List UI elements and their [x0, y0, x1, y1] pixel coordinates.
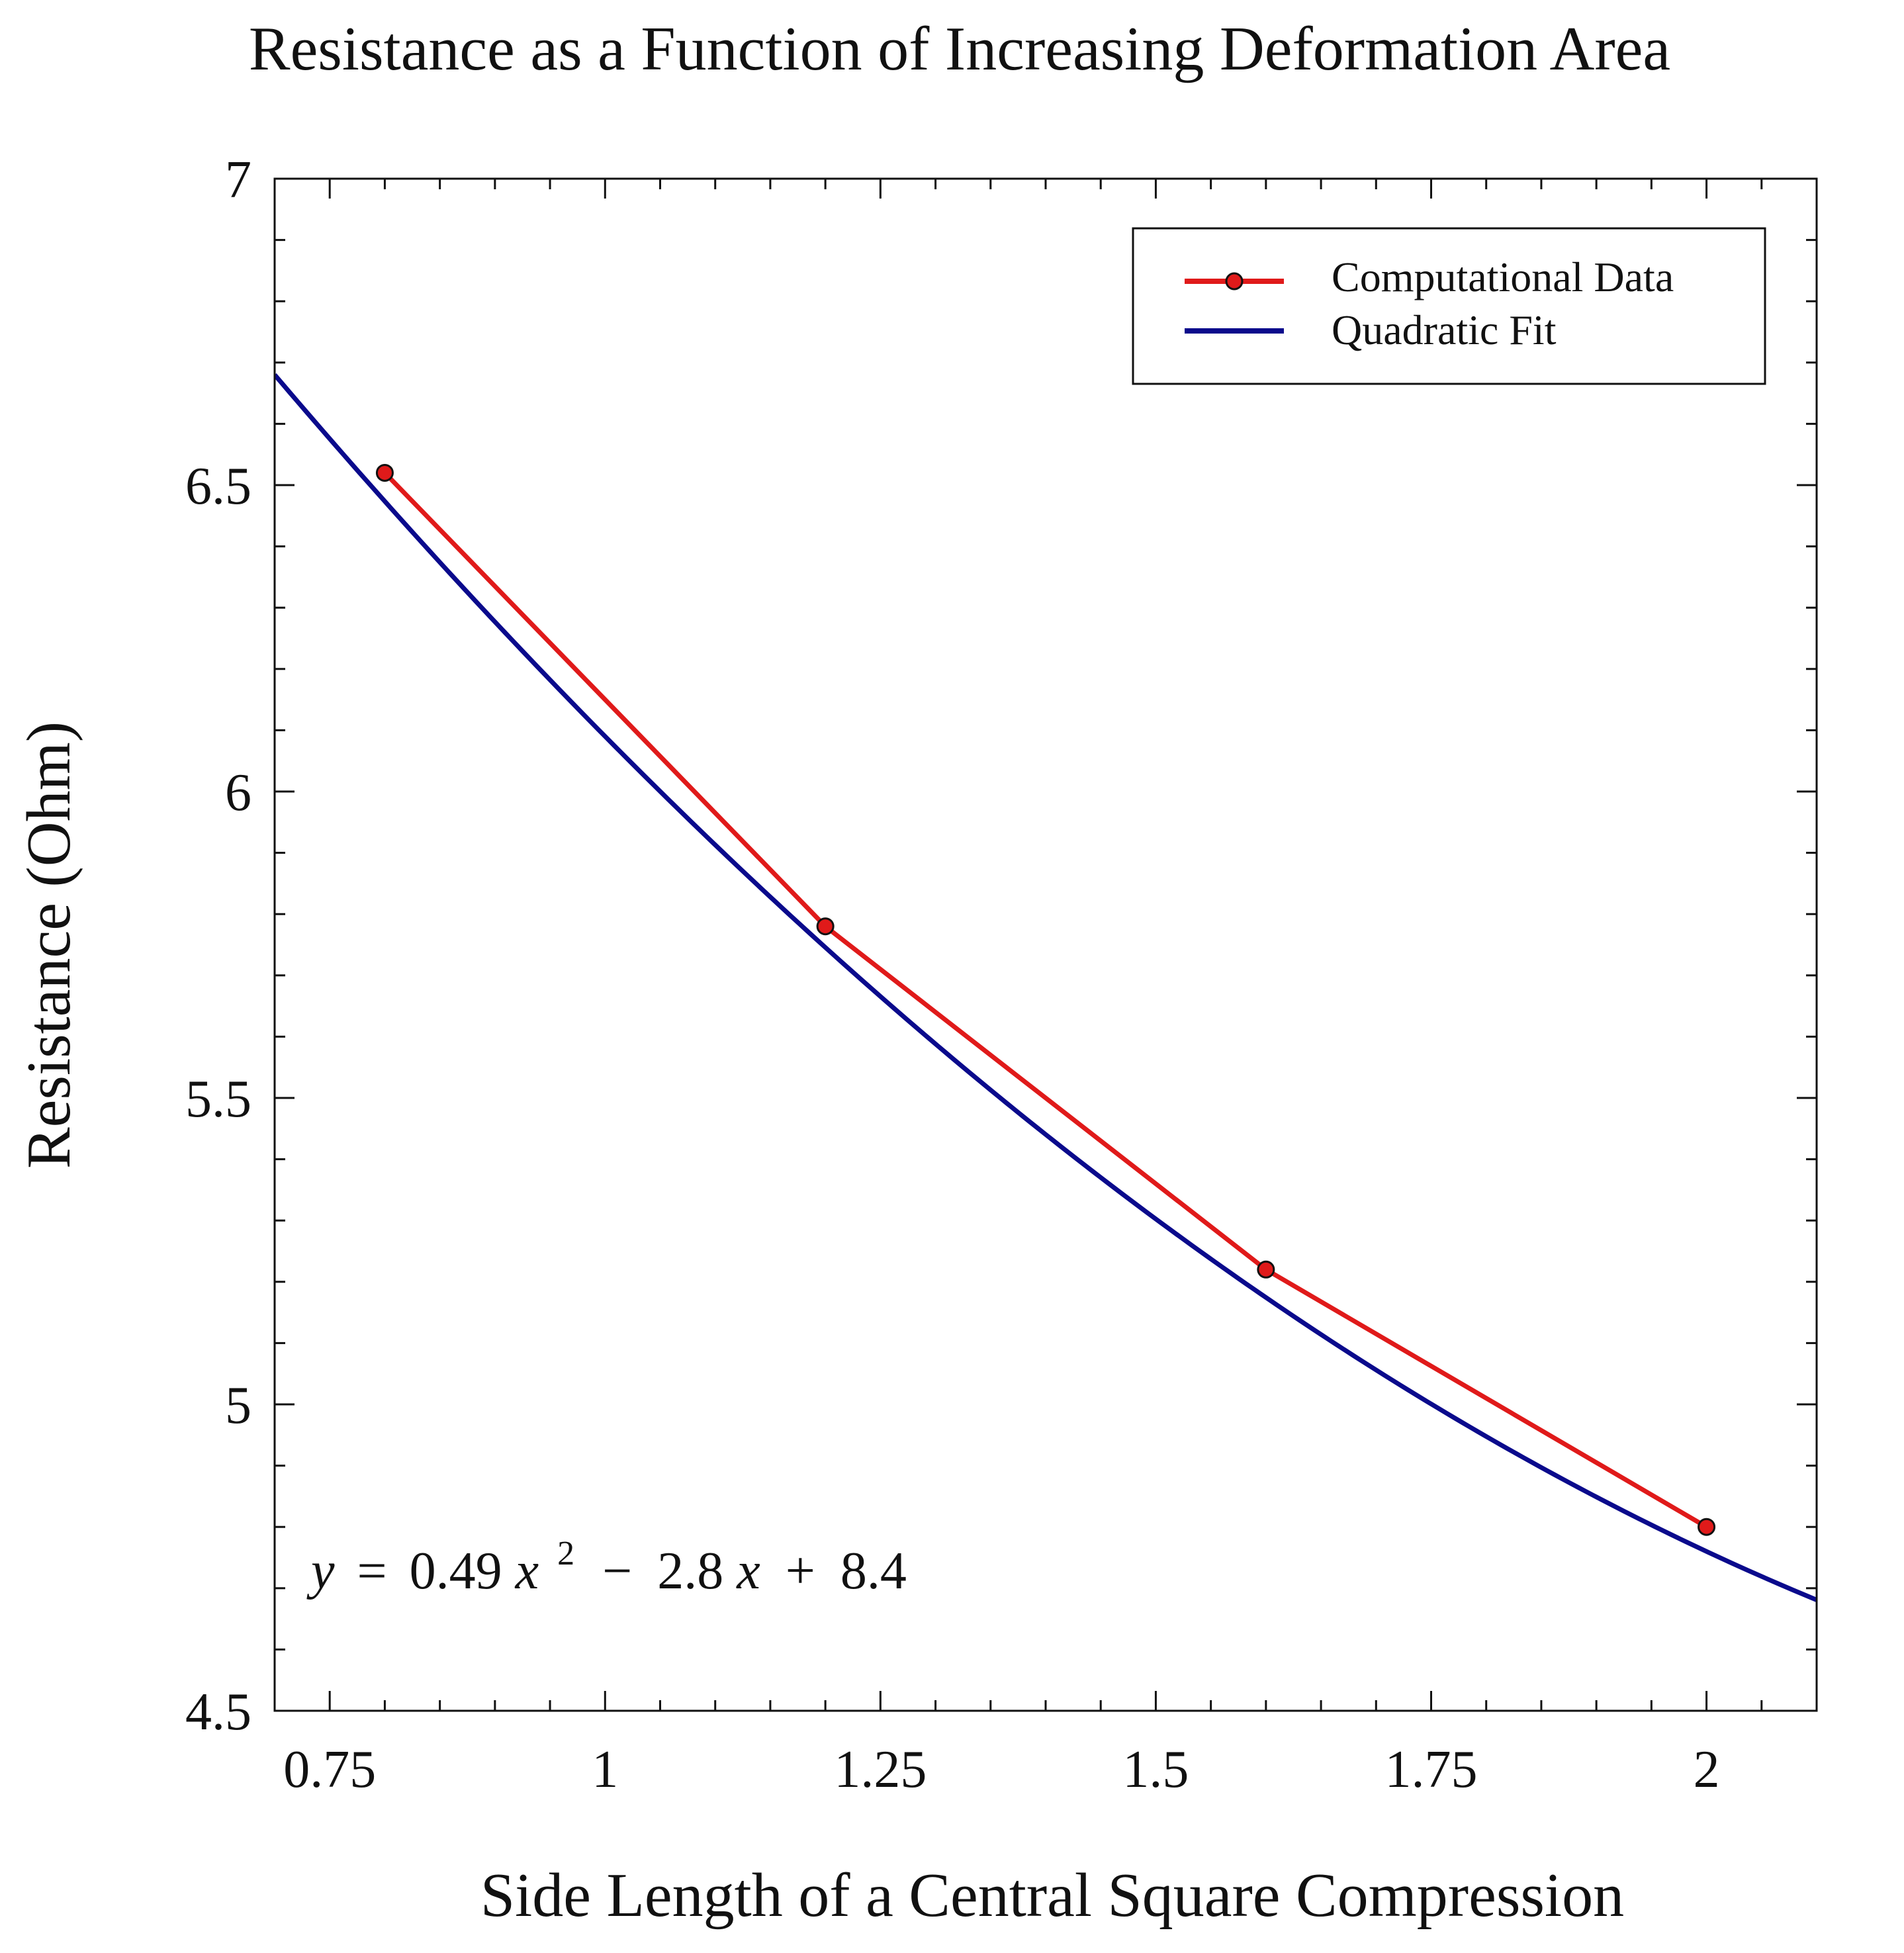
computational-data-point	[375, 463, 394, 482]
plot-area	[275, 179, 1817, 1711]
series-layer	[275, 373, 1817, 1602]
x-tick-label: 0.75	[283, 1741, 376, 1799]
y-tick-label: 4.5	[185, 1683, 251, 1741]
x-axis-label: Side Length of a Central Square Compress…	[480, 1861, 1624, 1930]
x-tick-label: 1	[592, 1741, 618, 1799]
fit-equation: y = 0.49 x 2 − 2.8 x + 8.4	[306, 1518, 907, 1600]
computational-data-point	[1698, 1518, 1716, 1536]
y-axis-label: Resistance (Ohm)	[15, 721, 83, 1169]
y-tick-label: 6.5	[185, 457, 251, 516]
minor-ticks	[273, 179, 1818, 1711]
eq-b: 2.8	[657, 1542, 723, 1600]
computational-data-point	[816, 917, 835, 936]
eq-c: 8.4	[840, 1542, 907, 1600]
plot-frame	[273, 177, 1818, 1712]
eq-a: 0.49	[410, 1542, 502, 1600]
eq-x2: x	[736, 1542, 760, 1600]
eq-equals: =	[357, 1542, 387, 1600]
eq-sup: 2	[557, 1535, 574, 1572]
marker-layer	[375, 463, 1716, 1536]
eq-y: y	[306, 1542, 335, 1600]
y-tick-label: 7	[225, 151, 251, 209]
eq-minus: −	[602, 1542, 632, 1600]
x-tick-label: 1.5	[1122, 1741, 1189, 1799]
x-tick-label: 1.25	[834, 1741, 927, 1799]
y-tick-label: 5	[225, 1377, 251, 1435]
legend-marker-computational	[1225, 272, 1244, 291]
legend: Computational Data Quadratic Fit	[1132, 227, 1766, 385]
quadratic-fit-curve	[275, 373, 1817, 1602]
legend-label-quadratic: Quadratic Fit	[1332, 306, 1557, 353]
eq-x1: x	[515, 1542, 539, 1600]
y-tick-label: 6	[225, 764, 251, 822]
x-tick-label: 2	[1694, 1741, 1720, 1799]
eq-plus: +	[786, 1542, 815, 1600]
computational-data-point	[1257, 1260, 1275, 1279]
computational-data-line	[383, 471, 1708, 1529]
legend-label-computational: Computational Data	[1332, 253, 1674, 300]
y-tick-label: 5.5	[185, 1070, 251, 1128]
tick-labels: 0.75 1 1.25 1.5 1.75 2 4.5 5 5.5 6 6.5 7	[185, 151, 1720, 1799]
x-tick-label: 1.75	[1385, 1741, 1478, 1799]
chart-title: Resistance as a Function of Increasing D…	[249, 15, 1670, 83]
legend-box	[1132, 227, 1766, 385]
